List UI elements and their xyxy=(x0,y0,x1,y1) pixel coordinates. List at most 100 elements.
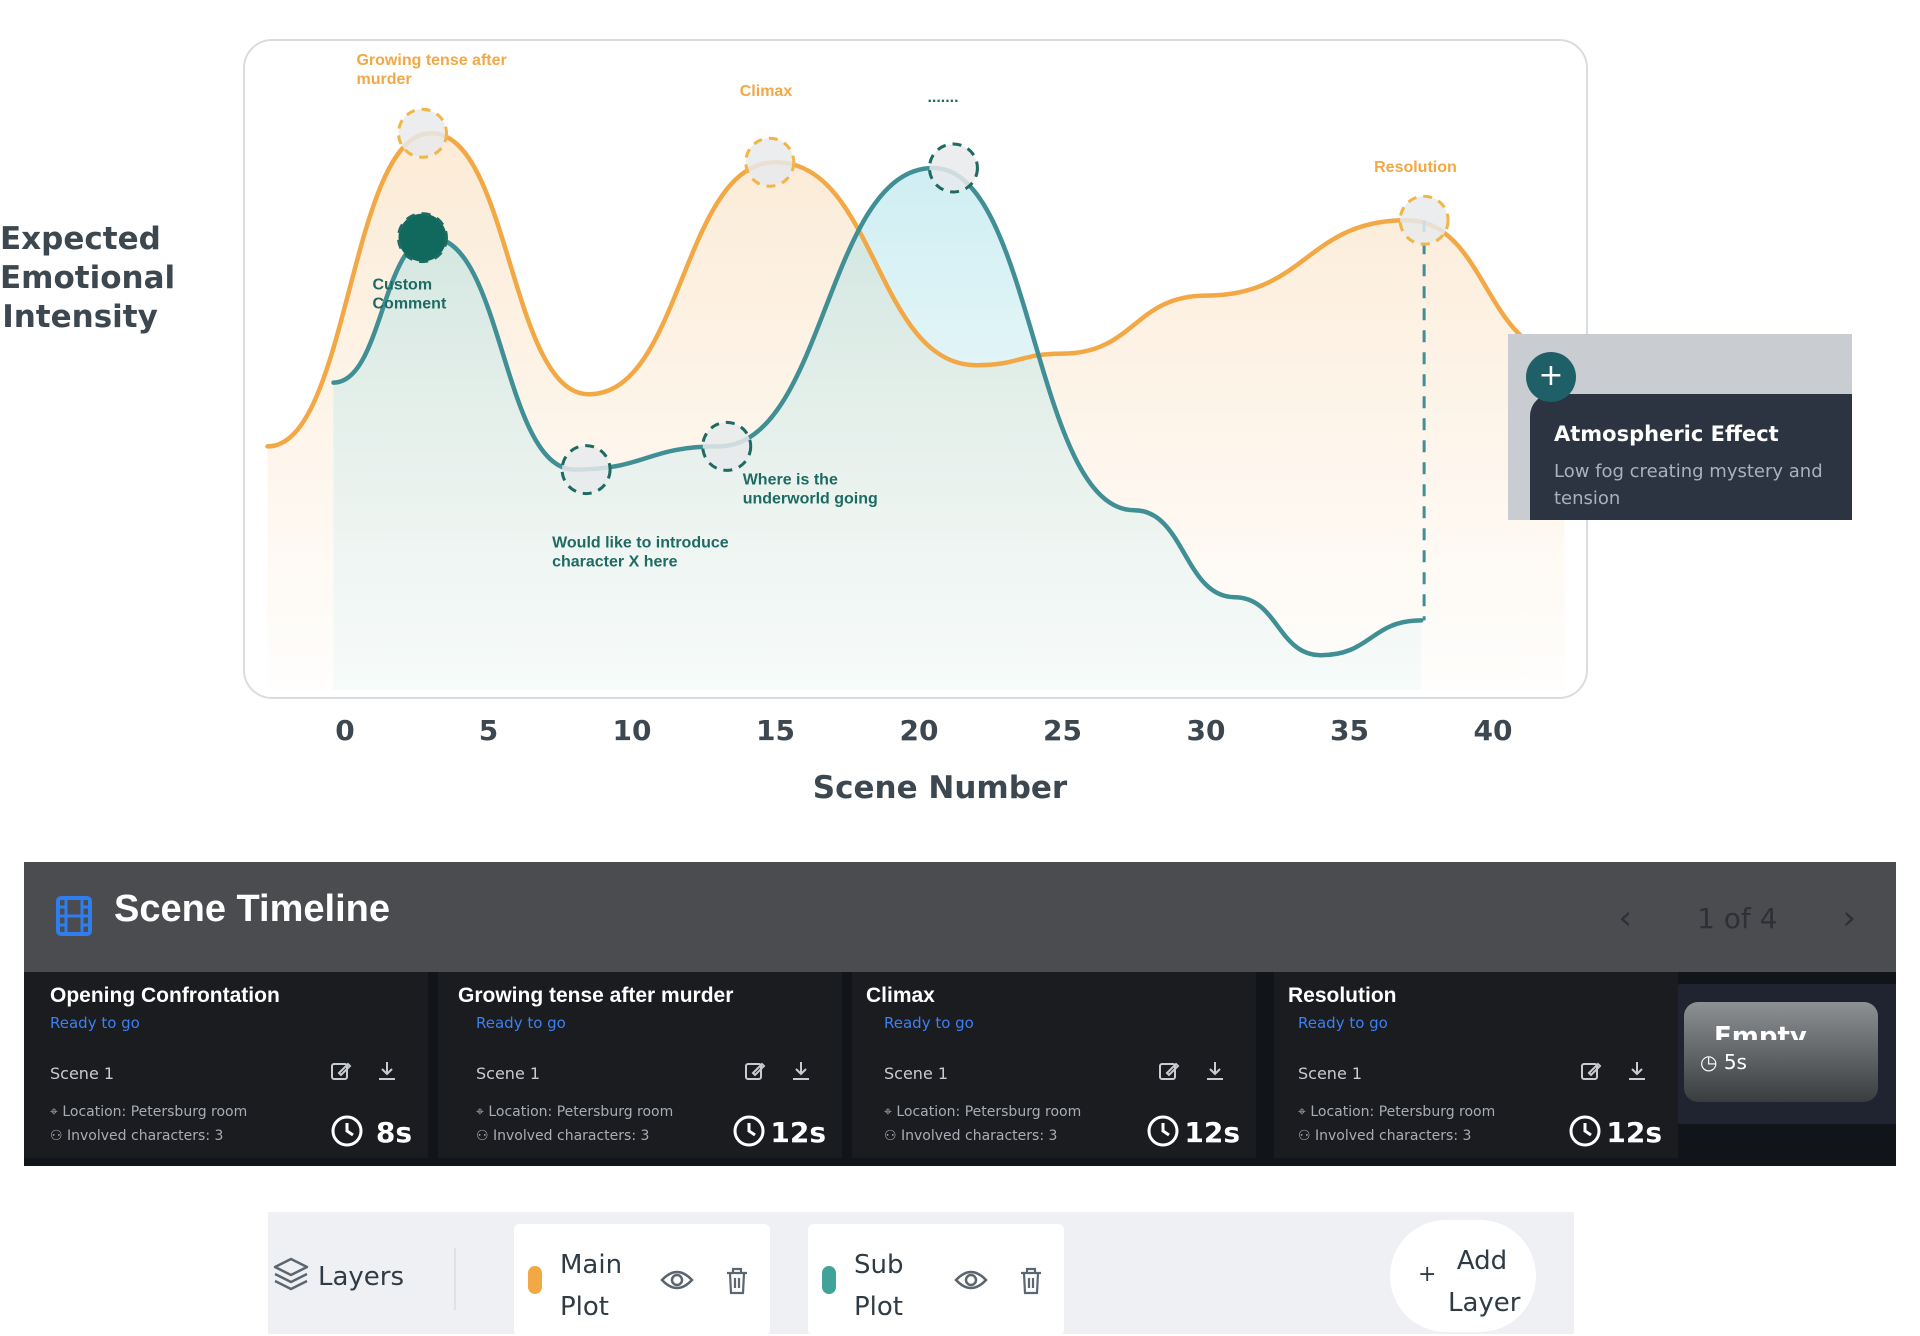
x-tick-label: 35 xyxy=(1330,714,1369,747)
tooltip-card: Atmospheric Effect Low fog creating myst… xyxy=(1530,394,1852,520)
edit-icon[interactable] xyxy=(1158,1060,1180,1082)
scene-characters: ⚇ Involved characters: 3 xyxy=(50,1128,223,1144)
series-area-1 xyxy=(333,168,1422,690)
scene-location-text: Location: Petersburg room xyxy=(62,1104,248,1120)
scene-location-text: Location: Petersburg room xyxy=(1310,1104,1496,1120)
film-icon xyxy=(56,896,92,936)
x-tick-label: 20 xyxy=(900,714,939,747)
edit-icon[interactable] xyxy=(744,1060,766,1082)
location-pin-icon: ⌖ xyxy=(476,1104,489,1120)
scene-status: Ready to go xyxy=(1298,1014,1388,1032)
annotation-marker[interactable] xyxy=(744,136,796,188)
clock-icon xyxy=(1147,1115,1179,1147)
intensity-chart: Growing tense after murder Custom Comment Wo… xyxy=(243,39,1588,747)
scene-duration: 12s xyxy=(1606,1116,1662,1149)
scene-title: Growing tense after murder xyxy=(458,984,734,1007)
scene-number: Scene 1 xyxy=(50,1064,115,1083)
empty-scene-duration: ◷ 5s xyxy=(1700,1050,1747,1074)
series-line-1 xyxy=(331,165,1424,658)
empty-scene-body: Empty Scene ◷ 5s xyxy=(1684,1002,1878,1102)
scene-number: Scene 1 xyxy=(884,1064,949,1083)
scene-duration: 8s xyxy=(375,1116,412,1149)
download-icon[interactable] xyxy=(1626,1060,1648,1082)
annotation-marker[interactable] xyxy=(396,107,448,159)
location-pin-icon: ⌖ xyxy=(50,1104,63,1120)
clock-icon xyxy=(733,1115,765,1147)
trash-icon[interactable] xyxy=(1018,1266,1044,1296)
scene-location: ⌖ Location: Petersburg room xyxy=(50,1104,247,1120)
scene-title: Climax xyxy=(866,984,935,1007)
chevron-left-icon[interactable]: ‹ xyxy=(1618,898,1633,938)
scene-number: Scene 1 xyxy=(1298,1064,1363,1083)
tooltip-title: Atmospheric Effect xyxy=(1554,422,1779,446)
scene-location: ⌖ Location: Petersburg room xyxy=(884,1104,1081,1120)
download-icon[interactable] xyxy=(790,1060,812,1082)
scene-characters-text: Involved characters: 3 xyxy=(493,1128,650,1144)
layers-icon xyxy=(273,1257,309,1291)
scene-number: Scene 1 xyxy=(476,1064,541,1083)
scene-card[interactable]: Opening Confrontation Ready to go Scene … xyxy=(24,972,428,1158)
eye-icon[interactable] xyxy=(954,1268,988,1292)
scene-card[interactable]: Resolution Ready to go Scene 1 ⌖ Locatio… xyxy=(1274,972,1678,1158)
annotation-label: Custom Comment xyxy=(372,277,446,313)
x-tick-label: 0 xyxy=(335,714,354,747)
annotation-label: Resolution xyxy=(1374,159,1457,176)
series-line-0 xyxy=(265,130,1567,449)
clock-icon xyxy=(331,1115,363,1147)
scene-characters: ⚇ Involved characters: 3 xyxy=(884,1128,1057,1144)
scene-title: Resolution xyxy=(1288,984,1397,1007)
divider xyxy=(454,1248,456,1310)
scene-status: Ready to go xyxy=(884,1014,974,1032)
annotation-marker[interactable] xyxy=(560,444,612,496)
y-axis-label: Expected Emotional Intensity xyxy=(0,221,176,335)
annotation-label: ....... xyxy=(927,89,958,106)
scene-location-text: Location: Petersburg room xyxy=(488,1104,674,1120)
annotation-marker[interactable] xyxy=(396,212,448,264)
download-icon[interactable] xyxy=(376,1060,398,1082)
users-icon: ⚇ xyxy=(1298,1128,1316,1144)
scene-tooltip: Atmospheric Effect Low fog creating myst… xyxy=(1508,334,1852,520)
annotation-label: Growing tense after murder xyxy=(356,52,506,88)
users-icon: ⚇ xyxy=(476,1128,494,1144)
annotation-label: Climax xyxy=(740,83,793,100)
clock-icon xyxy=(1569,1115,1601,1147)
x-tick-label: 15 xyxy=(756,714,795,747)
scene-location-text: Location: Petersburg room xyxy=(896,1104,1082,1120)
layer-chip-sub-plot[interactable]: Sub Plot xyxy=(808,1224,1064,1336)
location-pin-icon: ⌖ xyxy=(1298,1104,1311,1120)
scene-duration: 12s xyxy=(770,1116,826,1149)
timeline-pager: ‹ 1 of 4 › xyxy=(1619,898,1856,938)
chevron-right-icon[interactable]: › xyxy=(1842,898,1856,938)
add-effect-button[interactable]: + xyxy=(1526,352,1576,402)
edit-icon[interactable] xyxy=(1580,1060,1602,1082)
users-icon: ⚇ xyxy=(50,1128,68,1144)
download-icon[interactable] xyxy=(1204,1060,1226,1082)
scene-characters-text: Involved characters: 3 xyxy=(1315,1128,1472,1144)
timeline-title: Scene Timeline xyxy=(114,888,390,930)
layers-bar: Layers Main Plot Sub Plot + Add Layer xyxy=(268,1212,1574,1336)
scene-characters-text: Involved characters: 3 xyxy=(67,1128,224,1144)
x-tick-label: 10 xyxy=(613,714,652,747)
scene-title: Opening Confrontation xyxy=(50,984,280,1007)
layers-label: Layers xyxy=(318,1262,405,1292)
location-pin-icon: ⌖ xyxy=(884,1104,897,1120)
timeline-header: Scene Timeline ‹ 1 of 4 › xyxy=(24,862,1896,972)
eye-icon[interactable] xyxy=(660,1268,694,1292)
users-icon: ⚇ xyxy=(884,1128,902,1144)
annotation-marker[interactable] xyxy=(1398,194,1450,246)
trash-icon[interactable] xyxy=(724,1266,750,1296)
page-indicator: 1 of 4 xyxy=(1697,901,1778,935)
scene-card[interactable]: Growing tense after murder Ready to go S… xyxy=(438,972,842,1158)
scene-card[interactable]: Climax Ready to go Scene 1 ⌖ Location: P… xyxy=(852,972,1256,1158)
scene-status: Ready to go xyxy=(476,1014,566,1032)
x-tick-label: 25 xyxy=(1043,714,1082,747)
annotation-marker[interactable] xyxy=(927,142,979,194)
scene-timeline: Scene Timeline ‹ 1 of 4 › Empty Scene ◷ … xyxy=(24,862,1896,1166)
annotation-marker[interactable] xyxy=(701,420,753,472)
annotation-label: Would like to introduce character X here xyxy=(552,535,729,571)
layer-chip-main-plot[interactable]: Main Plot xyxy=(514,1224,770,1336)
empty-scene-card[interactable]: Empty Scene ◷ 5s xyxy=(1664,984,1896,1124)
edit-icon[interactable] xyxy=(330,1060,352,1082)
add-layer-button[interactable]: + Add Layer xyxy=(1390,1220,1536,1332)
scene-duration: 12s xyxy=(1184,1116,1240,1149)
